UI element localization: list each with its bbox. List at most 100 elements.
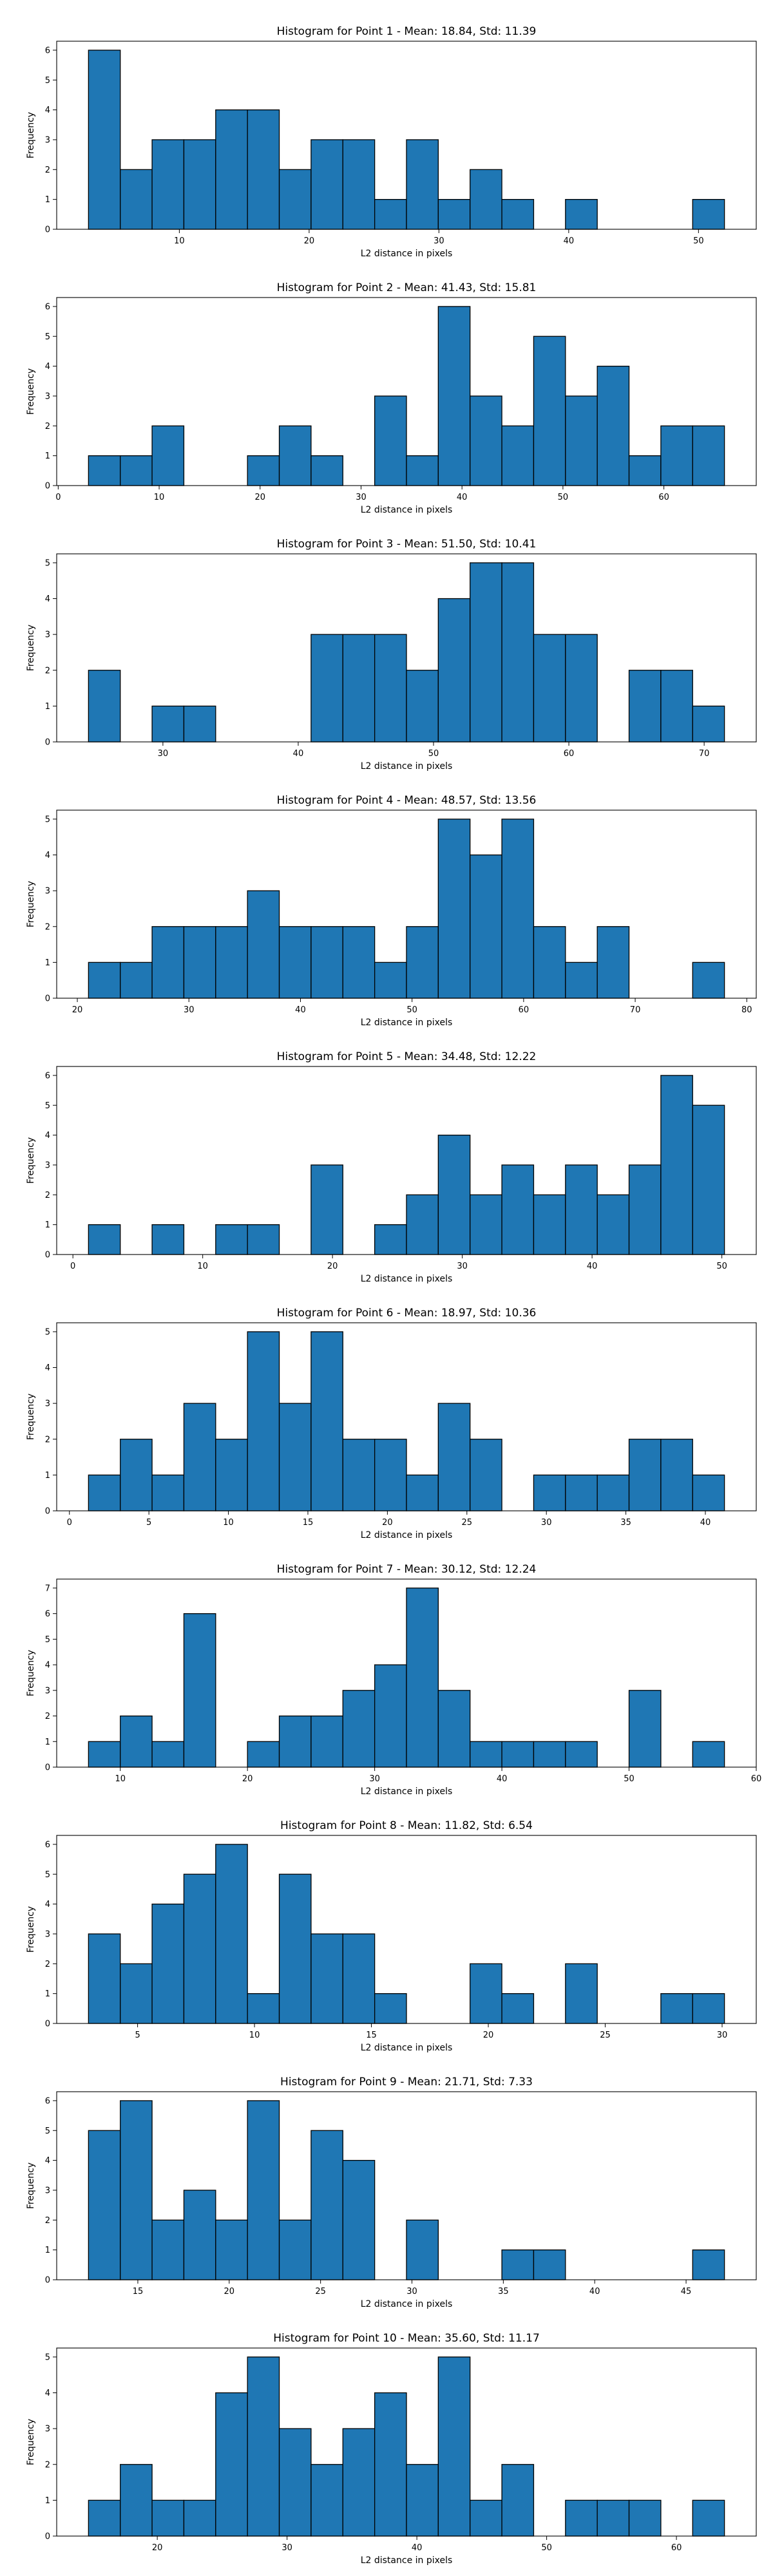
y-tick-label: 3 — [45, 887, 50, 896]
y-tick-label: 5 — [45, 815, 50, 824]
x-tick-label: 25 — [600, 2031, 611, 2040]
histogram-bar — [660, 1439, 693, 1511]
x-tick-label: 40 — [497, 1774, 508, 1784]
histogram-panel-8: Histogram for Point 8 - Mean: 11.82, Std… — [26, 1819, 757, 2053]
y-tick-label: 5 — [45, 76, 50, 86]
histogram-bar — [628, 1164, 662, 1255]
histogram-bar — [628, 1690, 662, 1768]
histogram-bar — [660, 1075, 693, 1255]
y-tick-label: 6 — [45, 302, 50, 312]
x-tick-label: 50 — [693, 236, 704, 246]
histogram-bar — [374, 1664, 407, 1768]
y-tick-label: 2 — [45, 666, 50, 676]
histogram-bar — [215, 109, 248, 230]
histogram-bar — [628, 670, 662, 743]
histogram-bar — [88, 2130, 121, 2280]
histogram-bar — [342, 1690, 376, 1768]
histogram-bar — [88, 1933, 121, 2024]
x-tick-label: 30 — [717, 2031, 728, 2040]
histogram-bar — [215, 2219, 248, 2280]
histogram-panel-10: Histogram for Point 10 - Mean: 35.60, St… — [26, 2332, 757, 2566]
y-axis-label: Frequency — [26, 1394, 36, 1440]
x-tick-label: 20 — [224, 2287, 235, 2297]
histogram-bar — [247, 109, 280, 230]
histogram-bar — [278, 425, 312, 486]
histogram-bar — [406, 2464, 439, 2537]
histogram-bar — [470, 1741, 502, 1768]
chart-title: Histogram for Point 10 - Mean: 35.60, St… — [273, 2332, 540, 2345]
histogram-bar — [151, 2499, 185, 2537]
histogram-bar — [628, 1439, 662, 1511]
x-axis-label: L2 distance in pixels — [361, 761, 453, 772]
y-tick-label: 1 — [45, 1220, 50, 1230]
y-tick-label: 3 — [45, 1686, 50, 1696]
histogram-bar — [88, 961, 121, 999]
y-tick-label: 0 — [45, 2276, 50, 2286]
histogram-bar — [406, 455, 439, 486]
histogram-bar — [501, 199, 535, 230]
plot-frame — [56, 810, 757, 999]
histogram-bar — [120, 1715, 153, 1768]
y-tick-label: 4 — [45, 106, 50, 115]
x-tick-label: 50 — [558, 493, 569, 502]
x-tick-label: 40 — [295, 1005, 306, 1015]
y-tick-label: 4 — [45, 594, 50, 604]
histogram-bar — [470, 395, 502, 486]
histogram-bar — [437, 2356, 471, 2537]
y-tick-label: 2 — [45, 1712, 50, 1721]
x-tick-label: 40 — [589, 2287, 600, 2297]
histogram-bar — [374, 1224, 407, 1255]
x-tick-label: 10 — [154, 493, 165, 502]
y-tick-label: 6 — [45, 1840, 50, 1850]
histogram-bar — [437, 1134, 471, 1255]
y-tick-label: 1 — [45, 702, 50, 712]
y-axis-label: Frequency — [26, 625, 36, 671]
y-tick-label: 2 — [45, 2460, 50, 2470]
y-tick-label: 2 — [45, 1435, 50, 1444]
y-axis-label: Frequency — [26, 1137, 36, 1184]
histogram-bar — [565, 1164, 598, 1255]
histogram-bar — [437, 306, 471, 486]
x-tick-label: 40 — [587, 1262, 598, 1271]
histogram-bar — [151, 705, 185, 743]
histogram-bar — [628, 2499, 662, 2537]
x-tick-label: 40 — [412, 2543, 423, 2553]
histogram-bar — [437, 1690, 471, 1768]
histogram-bar — [406, 1474, 439, 1511]
histogram-bar — [692, 705, 725, 743]
histogram-bar — [533, 1194, 566, 1255]
x-tick-label: 50 — [716, 1262, 727, 1271]
x-tick-label: 20 — [152, 2543, 163, 2553]
histogram-bar — [565, 1741, 598, 1768]
histogram-bar — [692, 425, 725, 486]
x-tick-label: 25 — [462, 1518, 473, 1528]
chart-title: Histogram for Point 1 - Mean: 18.84, Std… — [277, 25, 537, 38]
histogram-panel-3: Histogram for Point 3 - Mean: 51.50, Std… — [26, 538, 757, 772]
y-tick-label: 3 — [45, 630, 50, 640]
histogram-bar — [88, 455, 121, 486]
x-tick-label: 0 — [70, 1262, 75, 1271]
y-tick-label: 4 — [45, 1131, 50, 1141]
y-tick-label: 1 — [45, 195, 50, 205]
x-tick-label: 30 — [434, 236, 444, 246]
histogram-bar — [120, 961, 153, 999]
y-tick-label: 0 — [45, 482, 50, 491]
histogram-bar — [692, 1993, 725, 2024]
x-tick-label: 35 — [620, 1518, 631, 1528]
histogram-bar — [501, 819, 535, 999]
histogram-bar — [247, 2100, 280, 2280]
x-axis-label: L2 distance in pixels — [361, 249, 453, 259]
y-tick-label: 3 — [45, 1399, 50, 1409]
histogram-bar — [120, 2464, 153, 2537]
x-axis-label: L2 distance in pixels — [361, 505, 453, 515]
x-tick-label: 10 — [197, 1262, 208, 1271]
plot-frame — [56, 553, 757, 743]
histogram-bar — [374, 2392, 407, 2537]
y-tick-label: 1 — [45, 451, 50, 461]
y-tick-label: 6 — [45, 1609, 50, 1619]
plot-frame — [56, 41, 757, 230]
histogram-bar — [437, 819, 471, 999]
histogram-bar — [565, 1474, 598, 1511]
x-tick-label: 45 — [681, 2287, 692, 2297]
histogram-bar — [596, 1194, 630, 1255]
